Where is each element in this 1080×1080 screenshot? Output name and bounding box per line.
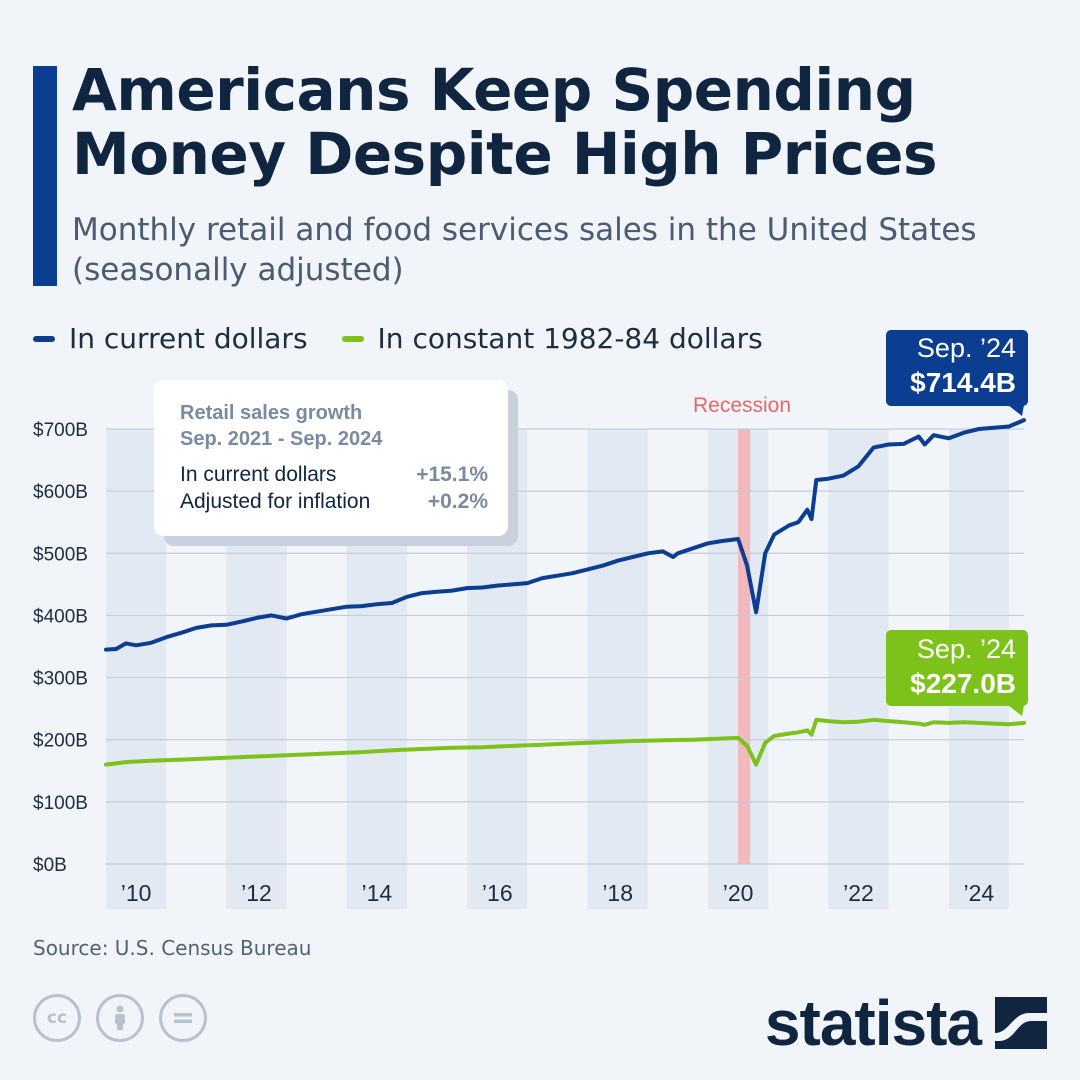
x-tick-label: ’24 <box>964 880 995 906</box>
x-tick-label: ’22 <box>843 880 874 906</box>
x-tick-label: ’14 <box>362 880 393 906</box>
statista-wordmark: statista <box>764 987 982 1059</box>
callout-current-value: $714.4B <box>910 367 1016 398</box>
y-tick-label: $400B <box>33 606 88 627</box>
legend-swatch-constant <box>341 335 364 342</box>
x-axis-labels: ’10 ’12 ’14 ’16 ’18 ’20 ’22 ’24 <box>121 880 995 906</box>
license-icons: cc <box>33 994 222 1042</box>
growth-info-box: Retail sales growth Sep. 2021 - Sep. 202… <box>154 380 508 536</box>
x-tick-label: ’12 <box>241 880 272 906</box>
legend-item-constant: In constant 1982-84 dollars <box>341 322 763 355</box>
legend-label-current: In current dollars <box>69 322 308 355</box>
callout-current: Sep. ’24 $714.4B <box>886 330 1028 416</box>
attribution-icon[interactable] <box>96 994 144 1042</box>
recession-band <box>738 429 751 864</box>
chart-subtitle: Monthly retail and food services sales i… <box>72 212 977 288</box>
line-chart: $0B $100B $200B $300B $400B $500B $600B $700B ’… <box>33 330 1028 909</box>
y-tick-label: $600B <box>33 482 88 503</box>
year-band-2018 <box>587 429 648 909</box>
x-tick-label: ’16 <box>482 880 513 906</box>
y-tick-label: $200B <box>33 731 88 752</box>
title-accent-bar <box>33 66 57 286</box>
statista-logo[interactable]: statista <box>765 986 1047 1060</box>
y-tick-label: $100B <box>33 793 88 814</box>
y-tick-label: $500B <box>33 544 88 565</box>
x-tick-label: ’20 <box>723 880 754 906</box>
source-note: Source: U.S. Census Bureau <box>33 936 312 960</box>
legend-item-current: In current dollars <box>33 322 308 355</box>
callout-constant-date: Sep. ’24 <box>917 634 1016 664</box>
x-tick-label: ’10 <box>121 880 152 906</box>
callout-current-date: Sep. ’24 <box>917 333 1016 363</box>
info-box-row2-label: Adjusted for inflation <box>180 490 370 513</box>
info-box-title-line1: Retail sales growth <box>180 402 362 424</box>
series-line-current <box>104 418 1026 652</box>
y-tick-label: $300B <box>33 669 88 690</box>
chart-title: Americans Keep Spending Money Despite Hi… <box>72 56 938 188</box>
x-tick-label: ’18 <box>602 880 633 906</box>
year-band-2022 <box>828 429 889 909</box>
legend: In current dollars In constant 1982-84 d… <box>33 322 797 355</box>
y-tick-label: $700B <box>33 420 88 441</box>
series-lines <box>104 418 1026 767</box>
y-axis-labels: $0B $100B $200B $300B $400B $500B $600B $700B <box>33 420 88 876</box>
info-box-row1-value: +15.1% <box>416 463 488 486</box>
legend-label-constant: In constant 1982-84 dollars <box>377 322 763 355</box>
statista-logo-icon <box>995 997 1047 1049</box>
callout-constant-value: $227.0B <box>910 668 1016 699</box>
y-tick-label: $0B <box>33 855 67 876</box>
gridlines <box>106 428 1024 865</box>
cc-icon[interactable]: cc <box>33 994 81 1042</box>
info-box-row2-value: +0.2% <box>428 490 488 513</box>
series-line-constant <box>104 717 1026 767</box>
info-box-row1-label: In current dollars <box>180 463 336 486</box>
recession-label: Recession <box>693 394 791 417</box>
no-derivatives-icon[interactable] <box>159 994 207 1042</box>
callout-constant: Sep. ’24 $227.0B <box>886 630 1028 716</box>
info-box-title-line2: Sep. 2021 - Sep. 2024 <box>180 428 383 450</box>
recession-shading <box>738 429 751 864</box>
legend-swatch-current <box>33 335 55 342</box>
